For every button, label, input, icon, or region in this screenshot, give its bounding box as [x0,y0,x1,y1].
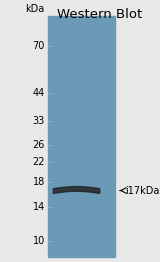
Text: 44: 44 [32,88,45,97]
Text: 33: 33 [32,116,45,126]
Text: 22: 22 [32,157,45,167]
Text: 70: 70 [32,41,45,51]
Text: 26: 26 [32,140,45,150]
Bar [48,16,115,257]
Text: 18: 18 [32,177,45,187]
Text: Western Blot: Western Blot [57,8,142,21]
Text: kDa: kDa [26,4,45,14]
Text: ⅰ17kDa: ⅰ17kDa [125,185,159,195]
Text: 14: 14 [32,202,45,212]
Text: 10: 10 [32,236,45,245]
